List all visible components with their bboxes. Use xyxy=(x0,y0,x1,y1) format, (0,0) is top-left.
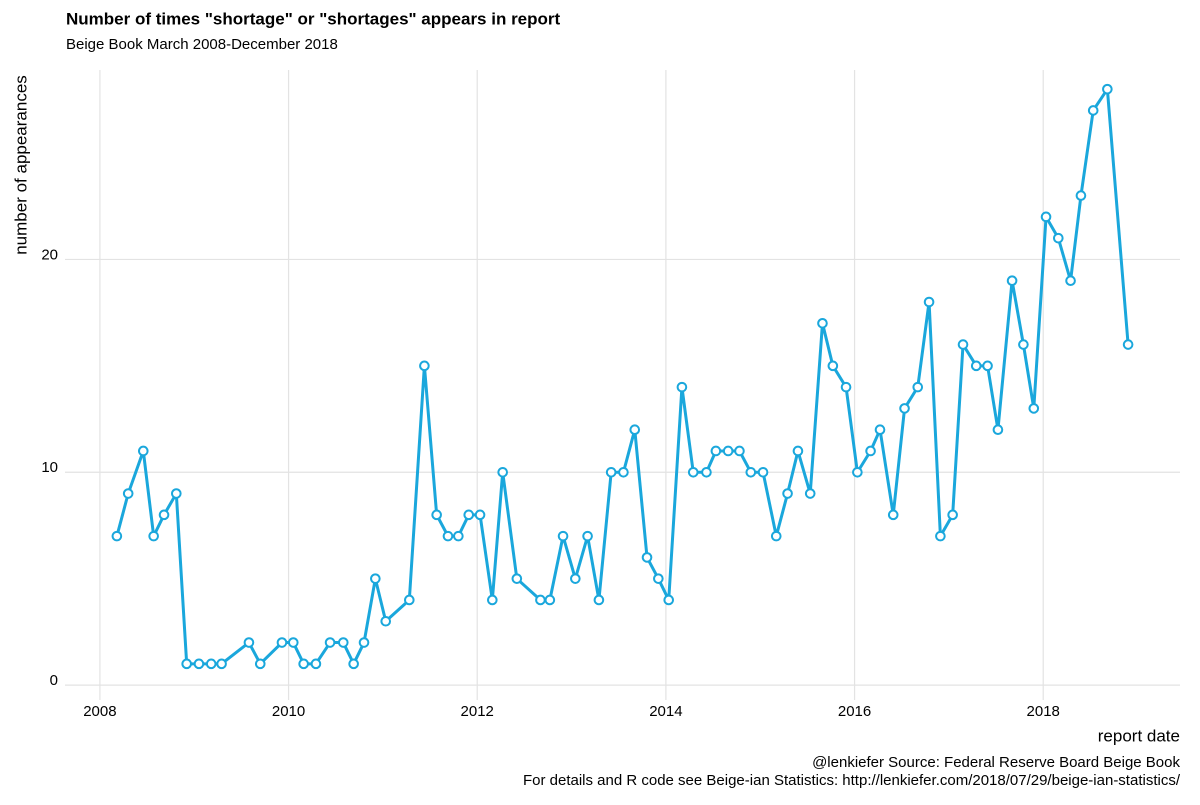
point xyxy=(544,594,556,606)
x-tick-label: 2010 xyxy=(272,703,305,720)
point xyxy=(298,658,309,670)
point xyxy=(404,594,415,606)
point xyxy=(865,445,876,457)
point xyxy=(1087,105,1099,116)
point xyxy=(722,445,734,457)
x-tick-label: 2008 xyxy=(83,703,116,720)
point xyxy=(582,530,593,542)
y-tick-label: 0 xyxy=(50,672,58,689)
point xyxy=(734,445,745,457)
point xyxy=(641,552,653,563)
point xyxy=(935,530,946,542)
point xyxy=(570,573,581,584)
point xyxy=(1028,403,1040,414)
point xyxy=(497,466,508,478)
point xyxy=(1075,190,1087,201)
point xyxy=(137,445,149,457)
point xyxy=(970,360,982,372)
point xyxy=(770,530,782,542)
x-tick-label: 2014 xyxy=(649,703,682,720)
point xyxy=(1053,232,1064,244)
point xyxy=(171,488,182,499)
point xyxy=(122,488,134,499)
point xyxy=(1122,339,1134,350)
point xyxy=(947,509,958,521)
point xyxy=(310,658,322,670)
caption: For details and R code see Beige-ian Sta… xyxy=(523,772,1181,789)
point xyxy=(957,339,969,350)
point xyxy=(618,466,629,478)
point xyxy=(487,594,498,606)
point xyxy=(992,424,1004,435)
point xyxy=(852,466,863,478)
point xyxy=(243,637,255,648)
point xyxy=(605,466,617,478)
point xyxy=(840,381,852,393)
point xyxy=(687,466,699,478)
point xyxy=(663,594,675,606)
point xyxy=(442,530,454,542)
point xyxy=(874,424,886,435)
point xyxy=(827,360,839,372)
point xyxy=(653,573,664,584)
point xyxy=(701,466,712,478)
point xyxy=(710,445,722,457)
point xyxy=(431,509,442,521)
point xyxy=(782,488,793,499)
point xyxy=(887,509,899,521)
point xyxy=(158,509,170,521)
x-tick-label: 2016 xyxy=(838,703,871,720)
point xyxy=(453,530,464,542)
point xyxy=(287,637,299,648)
point xyxy=(792,445,804,457)
x-tick-label: 2012 xyxy=(461,703,494,720)
point xyxy=(419,360,430,372)
point xyxy=(324,637,336,648)
point xyxy=(535,594,546,606)
point xyxy=(337,637,349,648)
point xyxy=(757,466,769,478)
y-axis-label: number of appearances xyxy=(11,75,30,255)
point xyxy=(193,658,205,670)
point xyxy=(982,360,993,372)
point xyxy=(1040,211,1052,223)
point xyxy=(1018,339,1029,350)
line xyxy=(115,87,1130,666)
point xyxy=(745,466,757,478)
x-axis-label: report date xyxy=(1098,726,1180,745)
point xyxy=(463,509,475,521)
x-tick-label: 2018 xyxy=(1027,703,1060,720)
point xyxy=(1102,83,1113,95)
point xyxy=(205,658,217,670)
point xyxy=(557,530,569,542)
point xyxy=(254,658,266,670)
point xyxy=(899,403,910,414)
y-tick-label: 20 xyxy=(41,246,58,263)
point xyxy=(629,424,641,435)
point xyxy=(593,594,605,606)
caption: @lenkiefer Source: Federal Reserve Board… xyxy=(812,754,1180,771)
point xyxy=(817,317,828,329)
point xyxy=(348,658,359,670)
point xyxy=(111,530,123,542)
point xyxy=(1006,275,1018,287)
point xyxy=(380,615,392,627)
point xyxy=(276,637,288,648)
y-tick-label: 10 xyxy=(41,459,58,476)
point xyxy=(511,573,523,584)
point xyxy=(474,509,486,521)
point xyxy=(923,296,935,308)
point xyxy=(216,658,227,670)
point xyxy=(370,573,381,584)
point xyxy=(181,658,192,670)
chart-title: Number of times "shortage" or "shortages… xyxy=(66,9,561,28)
chart-subtitle: Beige Book March 2008-December 2018 xyxy=(66,36,338,53)
point xyxy=(358,637,370,648)
point xyxy=(804,488,816,499)
point xyxy=(148,530,159,542)
point xyxy=(676,381,688,393)
point xyxy=(912,381,924,393)
point xyxy=(1065,275,1076,287)
